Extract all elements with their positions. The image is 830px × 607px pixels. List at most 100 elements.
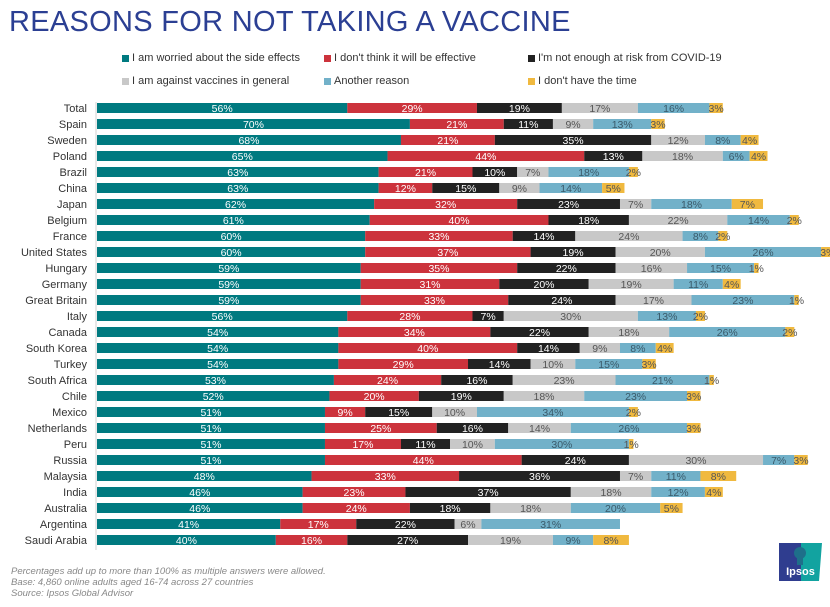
bar-segment-i-m-not-enough-at-risk-from-covid-19 — [436, 423, 509, 433]
bar-segment-i-am-against-vaccines-in-general — [628, 455, 764, 465]
data-label: 18% — [681, 199, 702, 211]
bar-segment-i-don-t-have-the-time — [785, 327, 795, 337]
bar-segment-i-am-against-vaccines-in-general — [490, 503, 571, 513]
bar-segment-i-m-not-enough-at-risk-from-covid-19 — [508, 295, 616, 305]
footnote-percentages: Percentages add up to more than 100% as … — [11, 566, 326, 577]
category-label: Mexico — [52, 407, 87, 419]
category-label: Spain — [59, 119, 87, 131]
bar-segment-i-don-t-think-it-will-be-effective — [347, 103, 477, 113]
data-label: 19% — [621, 279, 642, 291]
legend-item-another-reason: Another reason — [324, 75, 409, 87]
category-label: Argentina — [40, 519, 88, 531]
data-label: 26% — [618, 423, 639, 435]
bar-segment-another-reason — [704, 247, 822, 257]
bar-segment-another-reason — [669, 327, 786, 337]
data-label: 30% — [551, 439, 572, 451]
bar-segment-i-am-against-vaccines-in-general — [450, 439, 495, 449]
data-label: 33% — [375, 471, 396, 483]
data-label: 61% — [223, 215, 244, 227]
bar-segment-another-reason — [687, 263, 755, 273]
bar-segment-another-reason — [673, 279, 723, 289]
category-label: Australia — [44, 503, 88, 515]
legend-swatch-another-reason — [324, 77, 331, 85]
bar-segment-i-don-t-think-it-will-be-effective — [400, 135, 495, 145]
data-label: 29% — [393, 359, 414, 371]
footnote-base: Base: 4,860 online adults aged 16-74 acr… — [11, 577, 254, 588]
legend-swatch-side-effects — [122, 54, 129, 62]
bar-segment-i-am-against-vaccines-in-general — [499, 183, 540, 193]
data-label: 31% — [540, 519, 561, 531]
legend-label: Another reason — [334, 75, 410, 87]
data-label: 63% — [227, 167, 248, 179]
bar-segment-i-am-worried-about-the-side-effects — [97, 183, 379, 193]
bar-segment-i-am-worried-about-the-side-effects — [97, 407, 325, 417]
bar-segment-i-am-worried-about-the-side-effects — [97, 279, 361, 289]
data-label: 19% — [451, 391, 472, 403]
data-label: 4% — [724, 279, 739, 291]
bar-segment-i-am-worried-about-the-side-effects — [97, 119, 410, 129]
bar-segment-i-am-against-vaccines-in-general — [503, 391, 585, 401]
bar-segment-i-don-t-have-the-time — [709, 103, 723, 113]
bar-segment-i-m-not-enough-at-risk-from-covid-19 — [472, 167, 518, 177]
data-label: 16% — [301, 535, 322, 547]
data-label: 54% — [207, 359, 228, 371]
data-label: 12% — [668, 135, 689, 147]
bar-segment-i-m-not-enough-at-risk-from-covid-19 — [347, 535, 469, 545]
bar-segment-i-don-t-have-the-time — [709, 375, 714, 385]
data-label: 10% — [542, 359, 563, 371]
bar-row-south-africa: South Africa 53% 24% 16% 23% 21% 1% — [28, 375, 719, 387]
bar-segment-i-am-worried-about-the-side-effects — [97, 263, 361, 273]
data-label: 59% — [218, 263, 239, 275]
data-label: 46% — [189, 503, 210, 515]
data-label: 21% — [652, 375, 673, 387]
bar-segment-another-reason — [637, 311, 696, 321]
category-label: Hungary — [45, 263, 87, 275]
data-label: 46% — [189, 487, 210, 499]
bar-segment-i-don-t-think-it-will-be-effective — [369, 215, 549, 225]
data-label: 2% — [782, 327, 797, 339]
category-label: Canada — [48, 327, 87, 339]
data-label: 11% — [666, 471, 686, 483]
bar-row-total: Total 56% 29% 19% 17% 16% 3% — [64, 103, 724, 115]
bar-segment-i-don-t-have-the-time — [660, 503, 683, 513]
category-label: Total — [64, 103, 87, 115]
data-label: 20% — [364, 391, 385, 403]
data-label: 22% — [668, 215, 689, 227]
bar-segment-i-am-worried-about-the-side-effects — [97, 247, 366, 257]
category-label: Great Britain — [25, 295, 87, 307]
data-label: 35% — [563, 135, 584, 147]
data-label: 13% — [603, 151, 624, 163]
bar-row-hungary: Hungary 59% 35% 22% 16% 15% 1% — [45, 263, 764, 275]
data-label: 1% — [704, 375, 719, 387]
bar-segment-i-don-t-think-it-will-be-effective — [311, 471, 460, 481]
bar-segment-i-am-against-vaccines-in-general — [570, 487, 652, 497]
bar-segment-another-reason — [575, 359, 643, 369]
bar-segment-i-don-t-have-the-time — [722, 279, 741, 289]
bar-segment-i-m-not-enough-at-risk-from-covid-19 — [517, 343, 580, 353]
bar-segment-i-am-worried-about-the-side-effects — [97, 487, 303, 497]
bar-segment-i-am-against-vaccines-in-general — [642, 151, 723, 161]
bar-row-japan: Japan 62% 32% 23% 7% 18% 7% — [57, 199, 764, 211]
legend-swatch-not-at-risk — [528, 54, 535, 62]
bar-segment-i-don-t-think-it-will-be-effective — [333, 375, 442, 385]
data-label: 16% — [462, 423, 483, 435]
data-label: 1% — [749, 263, 764, 275]
data-label: 24% — [346, 503, 367, 515]
bar-segment-i-am-worried-about-the-side-effects — [97, 199, 375, 209]
data-label: 51% — [200, 423, 221, 435]
bar-segment-i-m-not-enough-at-risk-from-covid-19 — [548, 215, 629, 225]
bar-segment-i-am-against-vaccines-in-general — [615, 247, 705, 257]
bar-segment-i-don-t-have-the-time — [687, 391, 701, 401]
bar-row-germany: Germany 59% 31% 20% 19% 11% 4% — [42, 279, 741, 291]
legend-item-no-time: I don't have the time — [528, 75, 637, 87]
bar-segment-another-reason — [637, 103, 710, 113]
data-label: 7% — [525, 167, 540, 179]
bar-segment-i-don-t-have-the-time — [754, 263, 759, 273]
category-label: South Korea — [26, 343, 88, 355]
data-label: 51% — [200, 407, 221, 419]
data-label: 15% — [598, 359, 619, 371]
data-label: 8% — [711, 471, 726, 483]
category-label: Sweden — [47, 135, 87, 147]
data-label: 4% — [706, 487, 721, 499]
bar-segment-i-am-worried-about-the-side-effects — [97, 375, 334, 385]
